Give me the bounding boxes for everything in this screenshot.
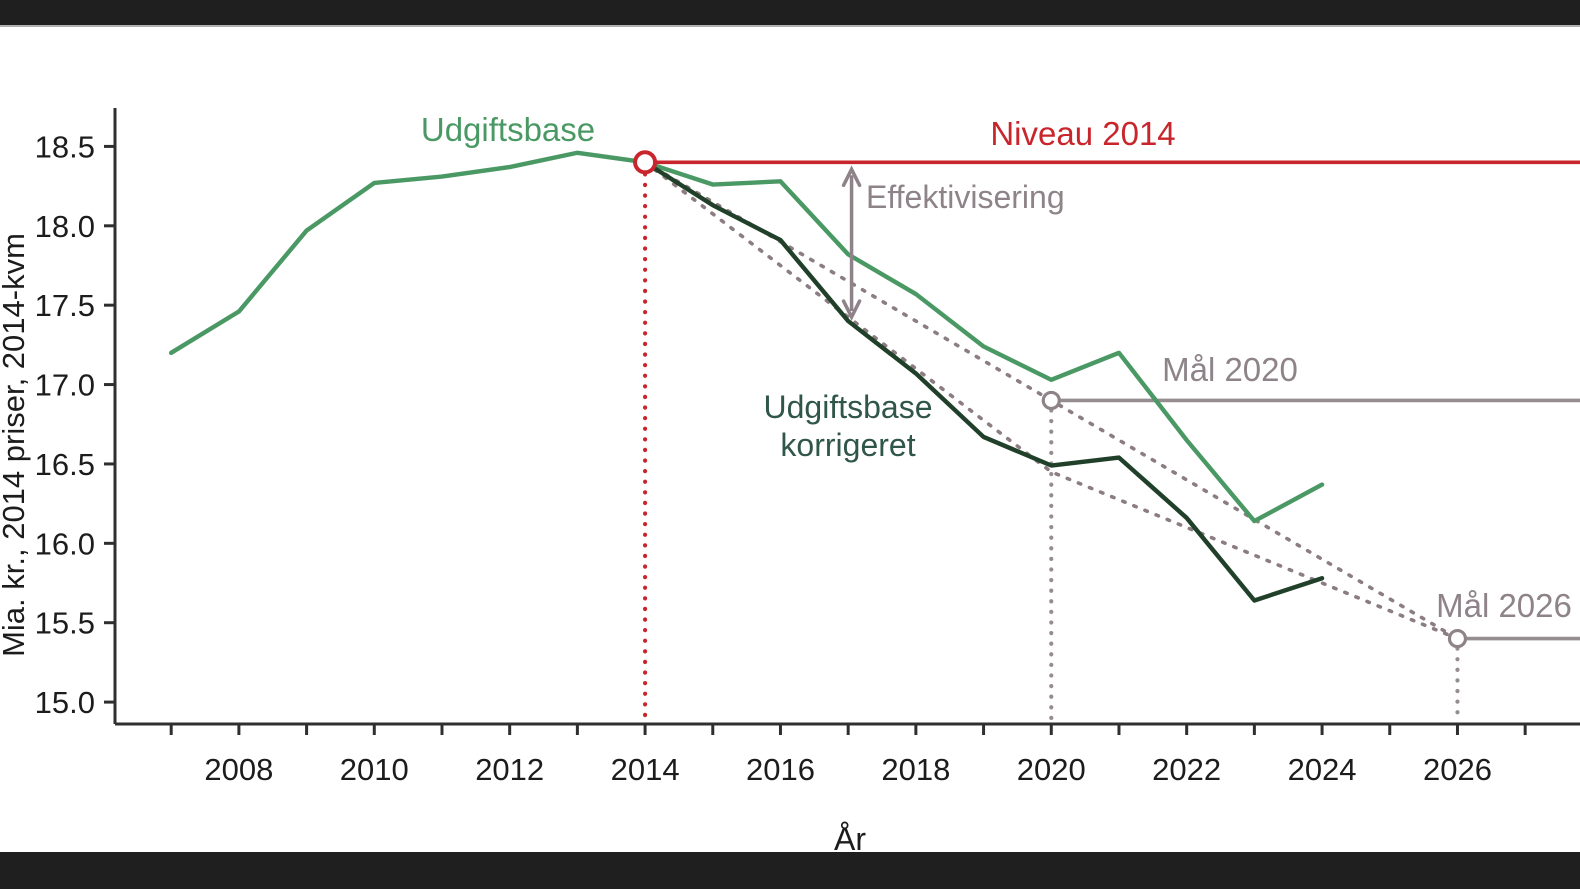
label-udgiftsbase: Udgiftsbase (421, 111, 595, 148)
reference-niveau-2014 (642, 160, 1580, 725)
reference-marker-niveau-2014 (633, 150, 658, 175)
x-tick-label-2016: 2016 (746, 752, 815, 787)
trajectory-lower-dashed-line (643, 160, 1460, 641)
x-tick-label-2022: 2022 (1152, 752, 1221, 787)
series-udgiftsbase-line (168, 150, 1325, 524)
series-udgiftsbase-korrigeret-line (642, 160, 1325, 603)
reference-marker-mal-2020 (1041, 390, 1061, 411)
x-tick-label-2010: 2010 (340, 752, 409, 787)
x-tick-label-2008: 2008 (204, 752, 273, 787)
y-tick-label-17.5: 17.5 (35, 288, 95, 323)
label-niveau-2014: Niveau 2014 (990, 115, 1175, 152)
top-letterbox-bar (0, 0, 1580, 27)
y-tick-label-15.5: 15.5 (35, 606, 95, 641)
annotation-arrow-effektivisering (841, 165, 862, 321)
x-axis-title: År (834, 821, 866, 857)
axes: 15.0 15.5 16.0 16.5 17.0 17.5 18.0 18.5 2008 2010… (35, 108, 1580, 787)
y-tick-label-18.5: 18.5 (35, 129, 95, 164)
reference-marker-mal-2026 (1447, 628, 1468, 649)
label-udgiftsbase-korrigeret-line-1: Udgiftsbase (764, 389, 933, 425)
reference-mal-2026 (1455, 636, 1580, 725)
y-tick-label-16.0: 16.0 (35, 526, 95, 561)
label-mal-2020: Mål 2020 (1162, 351, 1298, 388)
x-tick-label-2018: 2018 (881, 752, 950, 787)
y-tick-label-16.5: 16.5 (35, 447, 95, 482)
label-udgiftsbase-korrigeret-line-2: korrigeret (780, 427, 915, 463)
x-tick-label-2020: 2020 (1017, 752, 1086, 787)
x-tick-label-2026: 2026 (1423, 752, 1492, 787)
label-mal-2026: Mål 2026 (1436, 587, 1572, 624)
y-tick-label-17.0: 17.0 (35, 368, 95, 403)
y-axis-title: Mia. kr., 2014 priser, 2014-kvm (0, 233, 31, 657)
x-tick-label-2014: 2014 (611, 752, 680, 787)
reference-mal-2020 (1049, 398, 1580, 725)
y-tick-label-15.0: 15.0 (35, 685, 95, 720)
x-tick-label-2024: 2024 (1288, 752, 1357, 787)
bottom-letterbox-bar (0, 852, 1580, 889)
y-tick-label-18.0: 18.0 (35, 209, 95, 244)
arrow-head-down (841, 299, 862, 321)
arrow-head-up (841, 165, 862, 188)
label-effektivisering: Effektivisering (866, 179, 1065, 215)
x-tick-label-2012: 2012 (475, 752, 544, 787)
